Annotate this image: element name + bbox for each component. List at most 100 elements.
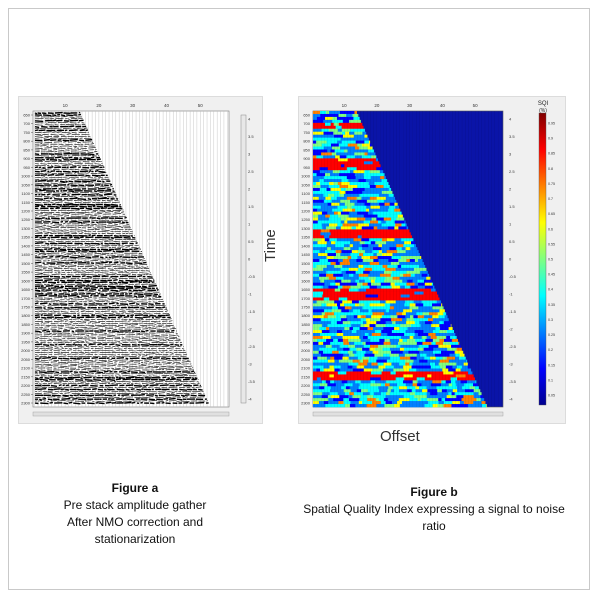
wiggle-mark bbox=[62, 164, 71, 166]
wiggle-mark bbox=[149, 381, 156, 383]
wiggle-mark bbox=[34, 241, 44, 245]
sqi-cell bbox=[416, 353, 421, 357]
sqi-cell bbox=[334, 359, 340, 363]
wiggle-mark bbox=[63, 390, 70, 392]
wiggle-mark bbox=[73, 291, 78, 294]
wiggle-mark bbox=[76, 301, 79, 303]
sqi-cell bbox=[360, 164, 372, 168]
sqi-cell bbox=[432, 285, 435, 289]
wiggle-mark bbox=[81, 275, 86, 278]
sqi-cell bbox=[393, 288, 402, 292]
sqi-cell bbox=[362, 291, 371, 295]
sqi-cell bbox=[348, 309, 354, 313]
wiggle-mark bbox=[49, 271, 53, 273]
wiggle-mark bbox=[84, 378, 93, 381]
sqi-cell bbox=[378, 229, 387, 233]
sqi-cell bbox=[368, 273, 374, 278]
sqi-cell bbox=[421, 335, 427, 340]
wiggle-mark bbox=[45, 324, 52, 327]
wiggle-mark bbox=[68, 180, 74, 183]
wiggle-mark bbox=[34, 377, 39, 380]
sqi-cell bbox=[376, 321, 386, 325]
wiggle-mark bbox=[87, 322, 92, 324]
sqi-cell bbox=[334, 193, 340, 198]
wiggle-mark bbox=[56, 286, 64, 289]
sqi-scrollbar bbox=[312, 411, 504, 417]
sqi-cell bbox=[441, 303, 443, 307]
sqi-cell bbox=[382, 211, 390, 215]
sqi-cell bbox=[460, 380, 468, 384]
sqi-cell bbox=[319, 187, 327, 192]
sqi-cell bbox=[336, 152, 343, 156]
sqi-cell bbox=[357, 315, 362, 319]
y-tick-label: 1100 bbox=[301, 191, 310, 196]
wiggle-mark bbox=[70, 117, 78, 120]
sqi-cell bbox=[420, 353, 427, 357]
sqi-cell bbox=[321, 143, 332, 147]
wiggle-mark bbox=[50, 223, 53, 225]
wiggle-mark bbox=[38, 252, 47, 255]
sqi-cell bbox=[327, 149, 331, 153]
wiggle-mark bbox=[159, 341, 168, 344]
sqi-cell bbox=[403, 244, 415, 248]
wiggle-mark bbox=[34, 272, 43, 274]
wiggle-mark bbox=[100, 361, 107, 363]
sqi-cell bbox=[414, 273, 422, 278]
wiggle-mark bbox=[93, 378, 102, 382]
sqi-cell bbox=[313, 368, 317, 372]
sqi-cell bbox=[387, 333, 397, 337]
sqi-cell bbox=[415, 303, 424, 307]
sqi-cell bbox=[362, 341, 366, 346]
wiggle-mark bbox=[42, 114, 52, 117]
sqi-cell bbox=[369, 356, 378, 360]
sqi-cell bbox=[435, 353, 442, 357]
sqi-cell bbox=[313, 253, 319, 257]
sqi-colorbar bbox=[538, 112, 547, 406]
wiggle-mark bbox=[68, 129, 78, 132]
sqi-cell bbox=[390, 371, 397, 375]
sqi-cell bbox=[437, 389, 443, 393]
wiggle-mark bbox=[93, 186, 99, 189]
wiggle-mark bbox=[114, 387, 118, 389]
wiggle-mark bbox=[77, 278, 80, 280]
y-tick-label: 2100 bbox=[21, 366, 31, 371]
sqi-cell bbox=[391, 190, 393, 195]
sqi-cell bbox=[370, 404, 377, 408]
wiggle-mark bbox=[68, 195, 74, 198]
sqi-cell bbox=[379, 261, 383, 266]
sqi-cell bbox=[352, 395, 362, 399]
sqi-cell bbox=[369, 347, 376, 352]
sqi-cell bbox=[352, 383, 360, 387]
sqi-cell bbox=[365, 217, 372, 221]
sqi-cell bbox=[355, 380, 362, 384]
wiggle-mark bbox=[98, 402, 105, 405]
sqi-cell bbox=[313, 273, 320, 278]
sqi-cell bbox=[442, 356, 447, 360]
sqi-cell bbox=[368, 294, 379, 298]
wiggle-mark bbox=[63, 254, 67, 256]
wiggle-mark bbox=[85, 291, 95, 293]
sqi-cell bbox=[332, 116, 338, 121]
sqi-cell bbox=[342, 223, 351, 227]
wiggle-mark bbox=[34, 264, 42, 266]
wiggle-mark bbox=[50, 384, 58, 388]
sqi-cell bbox=[396, 244, 404, 248]
sqi-cell bbox=[313, 211, 323, 215]
wiggle-mark bbox=[112, 190, 115, 193]
sqi-cell bbox=[321, 312, 326, 316]
sqi-cell bbox=[414, 259, 419, 263]
sqi-cell bbox=[385, 380, 396, 384]
y-tick-label: 1300 bbox=[301, 226, 311, 231]
sqi-cell bbox=[322, 389, 331, 393]
sqi-cell bbox=[316, 173, 326, 177]
sqi-cell bbox=[386, 238, 395, 242]
sqi-cell bbox=[320, 318, 331, 322]
wiggle-mark bbox=[79, 157, 82, 159]
wiggle-mark bbox=[139, 351, 143, 353]
wiggle-mark bbox=[94, 381, 100, 383]
wiggle-mark bbox=[169, 349, 173, 351]
wiggle-mark bbox=[52, 147, 58, 149]
sqi-cell bbox=[335, 250, 342, 254]
sqi-cell bbox=[380, 392, 387, 396]
wiggle-mark bbox=[96, 158, 101, 161]
